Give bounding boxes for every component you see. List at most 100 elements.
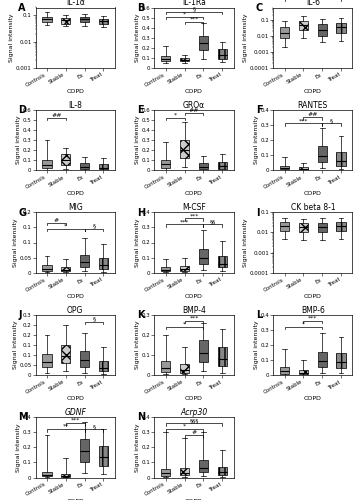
X-axis label: COPD: COPD (304, 192, 322, 196)
PathPatch shape (199, 248, 208, 264)
X-axis label: COPD: COPD (185, 294, 203, 299)
Y-axis label: Signal intensity: Signal intensity (135, 423, 140, 472)
PathPatch shape (42, 472, 52, 476)
Text: §: § (93, 316, 96, 322)
PathPatch shape (161, 160, 171, 168)
Text: *: * (183, 424, 186, 429)
PathPatch shape (80, 254, 89, 267)
Text: F: F (256, 105, 262, 115)
Title: RANTES: RANTES (298, 101, 328, 110)
PathPatch shape (336, 152, 346, 166)
Y-axis label: Signal intensity: Signal intensity (244, 14, 248, 62)
Text: *: * (183, 11, 186, 16)
Y-axis label: Signal intensity: Signal intensity (135, 14, 140, 62)
Text: §§§: §§§ (189, 418, 199, 423)
PathPatch shape (80, 439, 89, 462)
X-axis label: COPD: COPD (185, 192, 203, 196)
X-axis label: COPD: COPD (66, 89, 84, 94)
Text: G: G (18, 208, 26, 218)
Y-axis label: Signal intensity: Signal intensity (244, 218, 248, 267)
X-axis label: COPD: COPD (185, 89, 203, 94)
PathPatch shape (99, 258, 108, 269)
Text: ***: *** (189, 16, 199, 21)
Text: §: § (193, 6, 195, 11)
PathPatch shape (218, 466, 227, 475)
PathPatch shape (299, 167, 308, 170)
PathPatch shape (218, 256, 227, 268)
Text: *: * (174, 112, 177, 117)
Text: D: D (18, 105, 26, 115)
Text: §§: §§ (210, 219, 216, 224)
Text: ##: ## (189, 108, 199, 112)
Title: GROα: GROα (183, 101, 205, 110)
PathPatch shape (180, 468, 189, 475)
PathPatch shape (299, 20, 308, 30)
Y-axis label: Signal intensity: Signal intensity (254, 116, 259, 164)
PathPatch shape (180, 58, 189, 61)
X-axis label: COPD: COPD (185, 498, 203, 500)
Text: ***: *** (189, 213, 199, 218)
Text: §: § (93, 224, 96, 228)
Text: ##: ## (308, 112, 318, 117)
Y-axis label: Signal intensity: Signal intensity (13, 320, 18, 369)
Text: §: § (330, 118, 333, 123)
Y-axis label: Signal intensity: Signal intensity (16, 423, 21, 472)
PathPatch shape (336, 353, 346, 368)
PathPatch shape (161, 266, 171, 271)
Text: #: # (54, 218, 59, 222)
PathPatch shape (99, 18, 108, 24)
PathPatch shape (218, 347, 227, 366)
PathPatch shape (218, 48, 227, 58)
PathPatch shape (42, 16, 52, 21)
PathPatch shape (42, 265, 52, 271)
X-axis label: COPD: COPD (304, 89, 322, 94)
Title: M-CSF: M-CSF (182, 204, 206, 212)
X-axis label: COPD: COPD (66, 192, 84, 196)
PathPatch shape (80, 351, 89, 366)
PathPatch shape (280, 367, 289, 374)
PathPatch shape (280, 222, 289, 231)
Text: A: A (18, 2, 26, 12)
Title: OPG: OPG (67, 306, 83, 314)
Text: L: L (256, 310, 262, 320)
PathPatch shape (99, 446, 108, 466)
X-axis label: COPD: COPD (304, 294, 322, 299)
Title: BMP-4: BMP-4 (182, 306, 206, 314)
PathPatch shape (161, 469, 171, 476)
Title: GDNF: GDNF (64, 408, 86, 417)
Text: *: * (64, 224, 67, 228)
Title: MIG: MIG (68, 204, 83, 212)
Text: H: H (137, 208, 145, 218)
PathPatch shape (280, 166, 289, 170)
X-axis label: COPD: COPD (66, 498, 84, 500)
Text: K: K (137, 310, 145, 320)
PathPatch shape (99, 361, 108, 372)
PathPatch shape (199, 163, 208, 169)
PathPatch shape (80, 163, 89, 169)
Y-axis label: Signal intensity: Signal intensity (9, 14, 14, 62)
Text: #: # (192, 430, 197, 435)
Y-axis label: Signal intensity: Signal intensity (254, 320, 259, 369)
PathPatch shape (80, 17, 89, 22)
PathPatch shape (61, 266, 70, 272)
Text: ##: ## (51, 112, 62, 117)
Title: IL-1α: IL-1α (66, 0, 85, 8)
Title: CK beta 8-1: CK beta 8-1 (290, 204, 335, 212)
PathPatch shape (199, 460, 208, 472)
Text: J: J (18, 310, 22, 320)
PathPatch shape (318, 24, 327, 36)
PathPatch shape (318, 352, 327, 367)
PathPatch shape (61, 154, 70, 165)
Title: Acrp30: Acrp30 (180, 408, 208, 417)
Text: ***: *** (308, 316, 318, 320)
Y-axis label: Signal intensity: Signal intensity (16, 116, 21, 164)
PathPatch shape (318, 146, 327, 162)
Title: BMP-6: BMP-6 (301, 306, 325, 314)
Text: E: E (137, 105, 143, 115)
Title: IL-1Ra: IL-1Ra (182, 0, 206, 8)
Y-axis label: Signal intensity: Signal intensity (135, 116, 140, 164)
Text: ***: *** (70, 418, 80, 423)
PathPatch shape (161, 362, 171, 372)
X-axis label: COPD: COPD (66, 294, 84, 299)
PathPatch shape (199, 340, 208, 362)
